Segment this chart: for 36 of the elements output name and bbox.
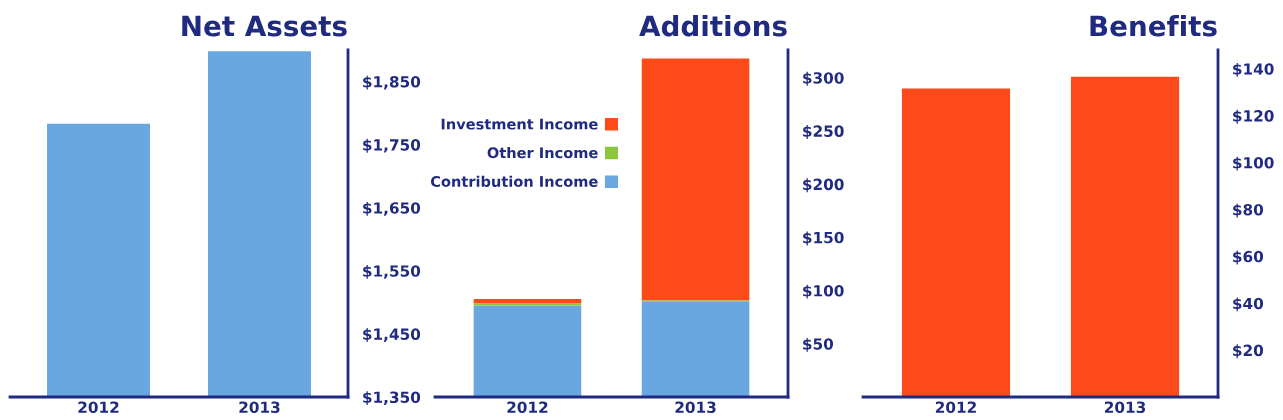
y-tick-label: $80 <box>1233 203 1264 218</box>
y-tick-label: $120 <box>1233 109 1274 124</box>
bar <box>641 58 750 301</box>
y-tick-label: $1,650 <box>363 201 421 216</box>
y-tick-label: $200 <box>803 178 844 193</box>
legend-label: Other Income <box>487 146 598 159</box>
x-tick-label: 2012 <box>78 401 119 413</box>
y-tick-label: $40 <box>1233 297 1264 312</box>
bar <box>473 303 582 306</box>
x-tick-label: 2012 <box>507 401 548 413</box>
y-tick-label: $100 <box>1233 156 1274 171</box>
y-tick-label: $250 <box>803 125 844 139</box>
bar <box>473 305 582 397</box>
y-tick-label: $300 <box>803 71 844 86</box>
x-tick-label: 2013 <box>675 401 716 413</box>
chart-title: Additions <box>639 15 787 37</box>
x-tick-label: 2012 <box>935 401 976 413</box>
legend-label: Contribution Income <box>430 175 598 187</box>
legend-label: Investment Income <box>441 118 598 130</box>
y-tick-label: $140 <box>1233 62 1274 77</box>
y-tick-label: $1,750 <box>363 138 421 153</box>
y-tick-label: $150 <box>803 231 844 246</box>
y-tick-label: $20 <box>1233 344 1264 359</box>
x-tick-label: 2013 <box>1104 401 1146 413</box>
y-tick-label: $60 <box>1233 250 1264 265</box>
y-tick-label: $1,850 <box>363 75 421 90</box>
bar <box>473 299 582 304</box>
y-tick-label: $1,450 <box>363 328 421 342</box>
y-tick-label: $50 <box>803 337 834 352</box>
chart-title: Net Assets <box>182 15 347 37</box>
y-tick-label: $100 <box>803 284 844 299</box>
x-tick-label: 2013 <box>239 401 280 413</box>
chart-title: Benefits <box>1090 15 1217 37</box>
y-tick-label: $1,550 <box>363 265 421 279</box>
bar <box>641 301 750 397</box>
y-tick-label: $1,350 <box>363 391 421 406</box>
